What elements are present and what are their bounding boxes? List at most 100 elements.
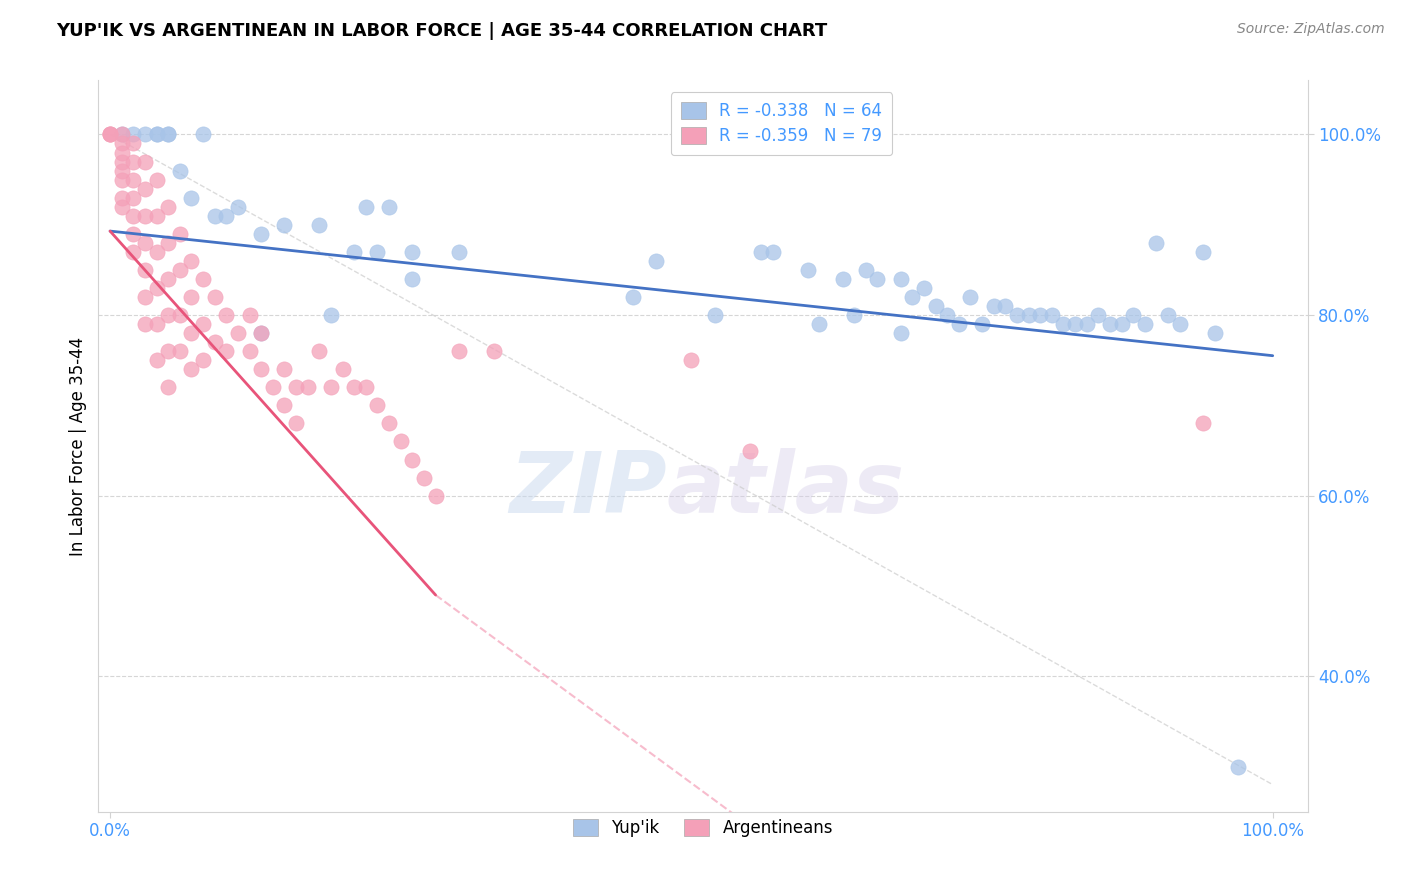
Point bbox=[111, 128, 134, 142]
Point bbox=[273, 362, 295, 376]
Point bbox=[111, 172, 134, 186]
Point bbox=[482, 344, 505, 359]
Point bbox=[134, 128, 156, 142]
Point bbox=[308, 344, 330, 359]
Point bbox=[1098, 317, 1121, 331]
Point bbox=[1192, 244, 1215, 259]
Point bbox=[204, 209, 226, 223]
Point bbox=[169, 344, 191, 359]
Point bbox=[1157, 308, 1180, 322]
Point bbox=[1052, 317, 1074, 331]
Point bbox=[924, 299, 946, 313]
Point bbox=[204, 335, 226, 350]
Point bbox=[134, 263, 156, 277]
Point bbox=[191, 128, 214, 142]
Point bbox=[134, 290, 156, 304]
Point bbox=[215, 308, 238, 322]
Point bbox=[1076, 317, 1098, 331]
Point bbox=[994, 299, 1017, 313]
Point bbox=[157, 200, 180, 214]
Point bbox=[983, 299, 1005, 313]
Point bbox=[413, 470, 436, 484]
Point bbox=[1204, 326, 1226, 340]
Point bbox=[250, 326, 273, 340]
Point bbox=[157, 344, 180, 359]
Legend: Yup'ik, Argentineans: Yup'ik, Argentineans bbox=[567, 812, 839, 844]
Point bbox=[1018, 308, 1040, 322]
Text: YUP'IK VS ARGENTINEAN IN LABOR FORCE | AGE 35-44 CORRELATION CHART: YUP'IK VS ARGENTINEAN IN LABOR FORCE | A… bbox=[56, 22, 828, 40]
Point bbox=[401, 272, 423, 286]
Point bbox=[1087, 308, 1109, 322]
Point bbox=[122, 227, 145, 241]
Point bbox=[122, 136, 145, 151]
Point bbox=[180, 253, 202, 268]
Point bbox=[959, 290, 981, 304]
Point bbox=[343, 380, 366, 394]
Point bbox=[169, 308, 191, 322]
Point bbox=[796, 263, 818, 277]
Point bbox=[681, 353, 703, 368]
Point bbox=[262, 380, 284, 394]
Point bbox=[447, 344, 470, 359]
Point bbox=[762, 244, 785, 259]
Point bbox=[1040, 308, 1063, 322]
Point bbox=[308, 218, 330, 232]
Point bbox=[191, 272, 214, 286]
Point bbox=[354, 200, 377, 214]
Point bbox=[122, 128, 145, 142]
Point bbox=[855, 263, 877, 277]
Point bbox=[169, 163, 191, 178]
Point bbox=[134, 235, 156, 250]
Point bbox=[401, 244, 423, 259]
Point bbox=[239, 308, 262, 322]
Point bbox=[447, 244, 470, 259]
Point bbox=[621, 290, 644, 304]
Text: Source: ZipAtlas.com: Source: ZipAtlas.com bbox=[1237, 22, 1385, 37]
Point bbox=[169, 263, 191, 277]
Point bbox=[157, 128, 180, 142]
Point bbox=[145, 209, 167, 223]
Point bbox=[111, 191, 134, 205]
Point bbox=[1064, 317, 1087, 331]
Point bbox=[157, 128, 180, 142]
Point bbox=[145, 172, 167, 186]
Point bbox=[808, 317, 831, 331]
Point bbox=[901, 290, 924, 304]
Point bbox=[122, 172, 145, 186]
Point bbox=[425, 489, 447, 503]
Point bbox=[180, 290, 202, 304]
Point bbox=[215, 209, 238, 223]
Point bbox=[1226, 759, 1249, 773]
Point bbox=[122, 154, 145, 169]
Point bbox=[844, 308, 866, 322]
Point bbox=[1144, 235, 1167, 250]
Point bbox=[239, 344, 262, 359]
Point bbox=[366, 244, 388, 259]
Point bbox=[401, 452, 423, 467]
Point bbox=[1111, 317, 1133, 331]
Point bbox=[354, 380, 377, 394]
Point bbox=[180, 362, 202, 376]
Point bbox=[111, 154, 134, 169]
Point bbox=[1005, 308, 1028, 322]
Text: ZIP: ZIP bbox=[509, 449, 666, 532]
Point bbox=[111, 136, 134, 151]
Point bbox=[180, 191, 202, 205]
Point bbox=[145, 317, 167, 331]
Point bbox=[250, 227, 273, 241]
Point bbox=[191, 353, 214, 368]
Point bbox=[134, 317, 156, 331]
Point bbox=[319, 380, 342, 394]
Point bbox=[111, 163, 134, 178]
Point bbox=[191, 317, 214, 331]
Point bbox=[145, 244, 167, 259]
Point bbox=[912, 281, 935, 295]
Point bbox=[1029, 308, 1052, 322]
Point bbox=[145, 128, 167, 142]
Point bbox=[831, 272, 853, 286]
Point bbox=[1122, 308, 1144, 322]
Point bbox=[157, 380, 180, 394]
Point bbox=[890, 272, 912, 286]
Point bbox=[389, 434, 412, 449]
Point bbox=[204, 290, 226, 304]
